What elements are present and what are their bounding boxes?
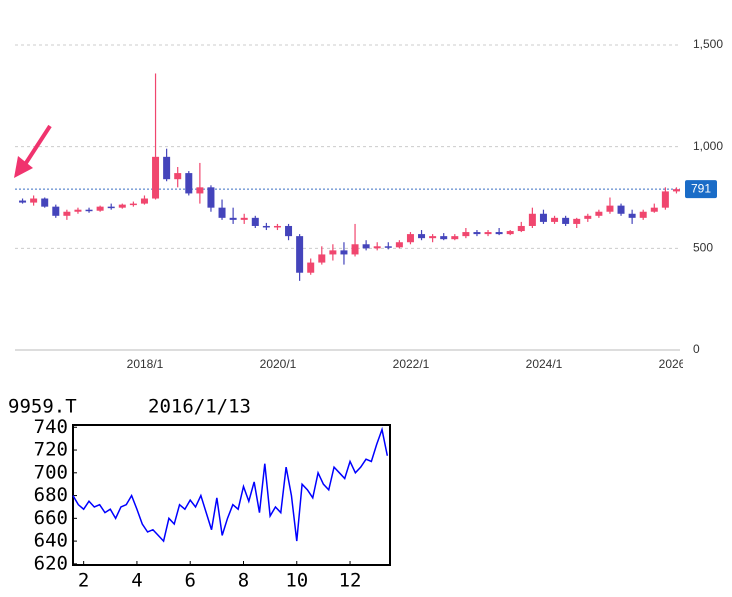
candle-body (140, 198, 148, 204)
candle-body (129, 203, 137, 206)
x-tick-label: 2026/1 (659, 357, 696, 371)
price-tag (685, 180, 717, 199)
candle-body (251, 217, 259, 226)
y-tick-label: 1,000 (693, 139, 723, 153)
x-tick-label: 2020/1 (260, 357, 297, 371)
candle-body (19, 200, 27, 203)
candle-body (484, 232, 492, 235)
candle-body (384, 246, 392, 248)
candle-body (240, 217, 248, 220)
candle-body (650, 207, 658, 212)
candle-chart: 0 500 1,000 1,500 2018/1 2020/1 2022/1 2024/1 20… (15, 37, 723, 371)
x-tick-label: 4 (131, 570, 142, 592)
candle-body (85, 209, 93, 212)
y-tick-label: 500 (693, 241, 713, 255)
candle-body (329, 250, 337, 255)
candle-body (318, 254, 326, 263)
candle-body (539, 213, 547, 222)
candle-body (451, 236, 459, 240)
candle-body (296, 236, 304, 273)
candle-body (362, 244, 370, 249)
y-tick-label: 640 (34, 530, 68, 552)
candle-body (218, 207, 226, 218)
chart-subtitle: 2016/1/13 (148, 396, 251, 418)
candle-body (63, 211, 71, 216)
x-tick-label: 2 (78, 570, 89, 592)
candle-body (584, 215, 592, 219)
plot-frame (72, 424, 391, 566)
candle-body (262, 225, 270, 228)
candle-body (96, 206, 104, 211)
arrow (22, 124, 52, 168)
candle-body (595, 211, 603, 216)
candle-body (185, 173, 193, 194)
chart-title: 9959.T (8, 396, 77, 418)
candle-body (340, 250, 348, 255)
candle-body (606, 205, 614, 212)
y-tick-label: 1,500 (693, 37, 723, 51)
candle-body (462, 232, 470, 237)
candle-body (207, 187, 215, 208)
y-tick-label: 660 (34, 507, 68, 529)
candle-body (229, 217, 237, 220)
candle-body (617, 205, 625, 214)
candle-body (639, 211, 647, 218)
candle-body (573, 218, 581, 224)
candle-body (562, 217, 570, 224)
candle-body (517, 225, 525, 232)
y-tick-label: 700 (34, 461, 68, 483)
candle-body (163, 156, 171, 180)
x-tick-label: 6 (184, 570, 195, 592)
x-tick-label: 8 (238, 570, 249, 592)
candle-body (373, 246, 381, 249)
candle-body (196, 187, 204, 194)
x-tick-label: 10 (285, 570, 308, 592)
candle-body (395, 242, 403, 248)
candle-body (307, 262, 315, 273)
candle-body (661, 191, 669, 208)
candle-body (174, 173, 182, 180)
candle-body (473, 232, 481, 235)
candle-body (628, 213, 636, 218)
candle-body (74, 209, 82, 212)
price-tag-label: 791 (691, 181, 711, 195)
y-tick-label: 620 (34, 552, 68, 574)
candle-body (118, 204, 126, 208)
candle-body (418, 234, 426, 239)
candle-body (152, 156, 160, 199)
x-tick-label: 2024/1 (526, 357, 563, 371)
candle-body (551, 217, 559, 222)
price-line (72, 426, 389, 543)
candle-body (52, 206, 60, 216)
x-tick-label: 12 (339, 570, 362, 592)
candle-body (495, 232, 503, 235)
y-tick-label: 740 (34, 416, 68, 438)
candle-body (273, 225, 281, 228)
x-tick-label: 2018/1 (127, 357, 164, 371)
candle-body (506, 231, 514, 235)
candle-body (672, 189, 680, 192)
candle-body (107, 206, 115, 209)
y-tick-label: 720 (34, 439, 68, 461)
x-tick-label: 2022/1 (393, 357, 430, 371)
candle-body (440, 236, 448, 240)
y-tick-label: 0 (693, 342, 700, 356)
candle-body (528, 213, 536, 226)
candle-body (351, 244, 359, 255)
candle-body (30, 198, 38, 203)
arrow-head (14, 156, 33, 178)
candle-body (429, 236, 437, 239)
y-tick-label: 680 (34, 484, 68, 506)
candle-body (41, 198, 49, 207)
candle-body (285, 225, 293, 237)
candle-body (406, 234, 414, 243)
